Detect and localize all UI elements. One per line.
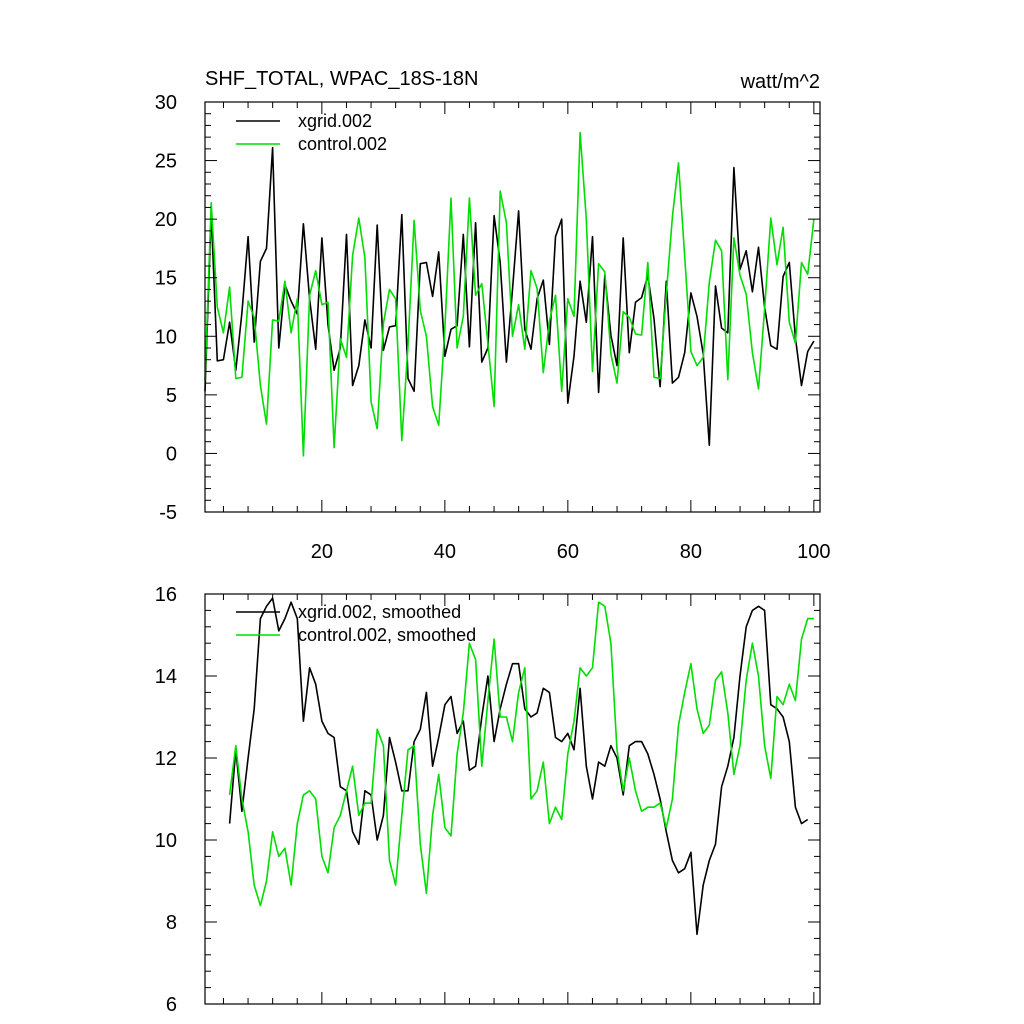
y-tick-label: 25 (155, 151, 177, 173)
units-label: watt/m^2 (740, 71, 820, 93)
y-tick-label: 0 (166, 443, 177, 465)
top-chart-panel: SHF_TOTAL, WPAC_18S-18N watt/m^2 -5 0 5 10 1… (155, 68, 831, 563)
series-line-xgrid-002 (204, 146, 815, 447)
bottom-chart-panel: 6 8 10 12 14 16 xgrid.002, smoothed control.002… (155, 584, 821, 1016)
legend-label: xgrid.002, smoothed (298, 602, 461, 622)
y-tick-label: 16 (155, 584, 177, 606)
y-tick-label: 10 (155, 830, 177, 852)
y-tick-label: -5 (159, 502, 177, 524)
y-tick-label: 15 (155, 268, 177, 290)
y-tick-label: 8 (166, 912, 177, 934)
series-line-xgrid-002-smoothed (228, 597, 809, 936)
series-line-control-002 (204, 131, 815, 457)
legend-label: control.002, smoothed (298, 625, 476, 645)
plot-frame (204, 593, 821, 1005)
y-tick-label: 14 (155, 666, 177, 688)
x-tick-label: 100 (797, 541, 830, 563)
x-tick-label: 80 (680, 541, 702, 563)
y-tick-label: 12 (155, 748, 177, 770)
chart-title: SHF_TOTAL, WPAC_18S-18N (205, 68, 478, 90)
y-tick-label: 20 (155, 209, 177, 231)
plot-frame (204, 101, 821, 513)
series-line-control-002-smoothed (228, 601, 814, 907)
x-tick-label: 40 (434, 541, 456, 563)
y-tick-label: 6 (166, 994, 177, 1016)
y-tick-label: 30 (155, 92, 177, 114)
y-tick-label: 5 (166, 385, 177, 407)
x-tick-label: 20 (311, 541, 333, 563)
legend-label: xgrid.002 (298, 111, 372, 131)
x-tick-label: 60 (557, 541, 579, 563)
y-tick-label: 10 (155, 326, 177, 348)
legend-label: control.002 (298, 134, 387, 154)
